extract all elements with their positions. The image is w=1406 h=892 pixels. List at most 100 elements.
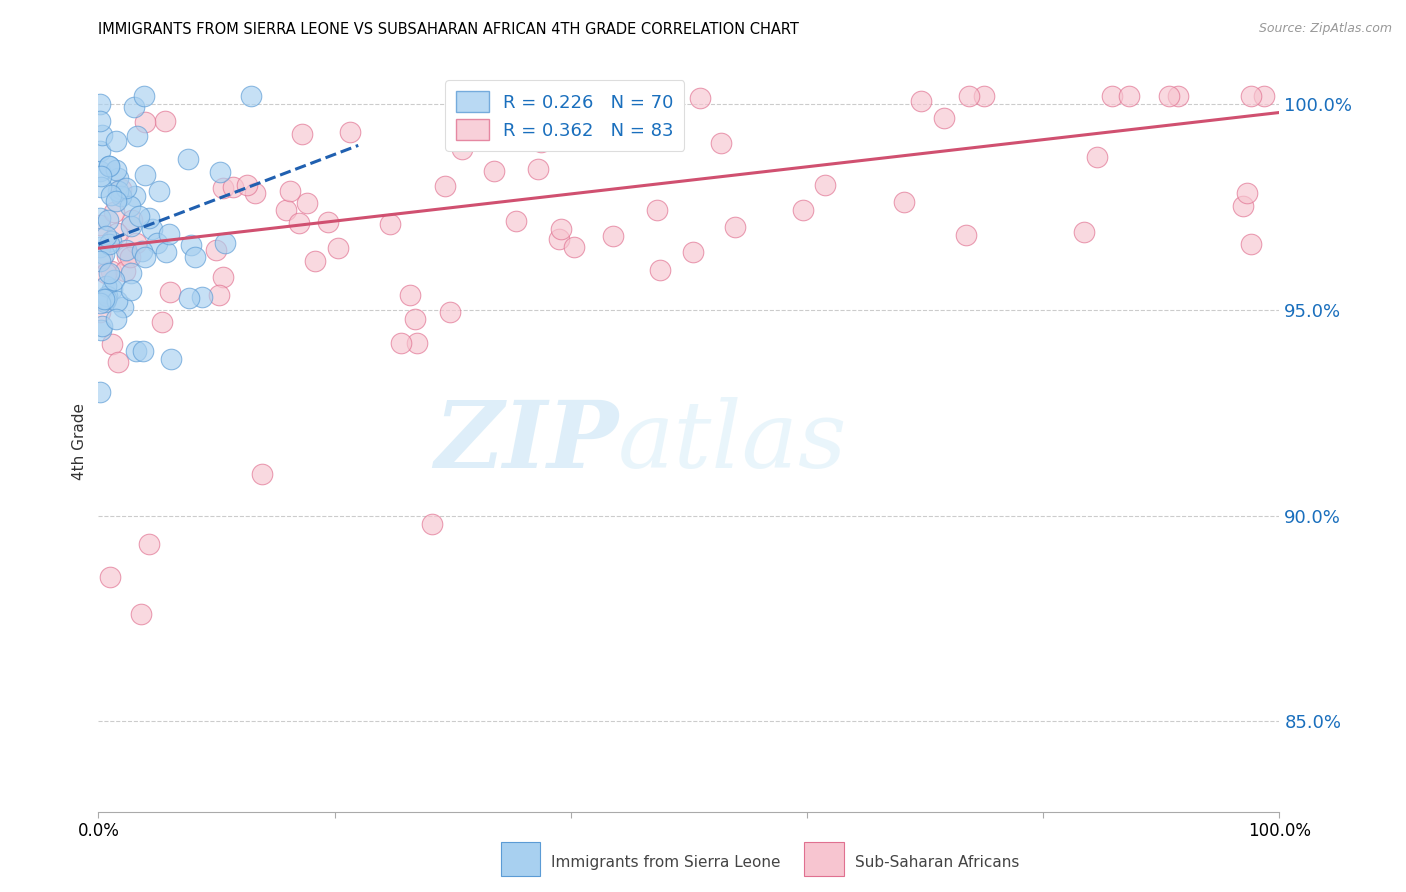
Point (125, 235, 148, 250)
Point (97, 213, 120, 227)
Point (89, 305, 111, 319)
Point (90, 128, 112, 142)
Text: atlas: atlas (619, 397, 848, 486)
Point (134, 115, 156, 129)
Point (114, 264, 136, 278)
Point (191, 290, 214, 304)
Point (214, 236, 236, 251)
Point (122, 100, 145, 114)
Point (131, 344, 153, 359)
Point (120, 250, 142, 264)
Text: ZIP: ZIP (434, 397, 619, 486)
Point (404, 312, 426, 326)
Point (243, 186, 266, 201)
Point (295, 195, 318, 210)
Point (153, 113, 176, 128)
Point (1236, 186, 1258, 200)
Point (450, 142, 472, 156)
Point (111, 301, 134, 315)
Point (792, 202, 814, 217)
Point (208, 165, 231, 179)
Point (208, 288, 231, 302)
Point (104, 194, 127, 209)
Point (689, 91, 711, 105)
Point (682, 245, 704, 260)
Point (134, 89, 156, 103)
Point (433, 179, 456, 194)
Point (103, 204, 125, 219)
Point (107, 171, 129, 186)
Point (910, 94, 932, 108)
Point (955, 227, 977, 242)
Point (98, 159, 121, 173)
Point (120, 219, 142, 233)
Point (505, 214, 527, 228)
Point (291, 128, 314, 142)
Point (205, 243, 228, 257)
Point (550, 222, 572, 236)
Point (222, 179, 245, 194)
Point (250, 467, 273, 482)
Point (212, 180, 235, 194)
Point (527, 162, 550, 177)
Point (326, 241, 349, 255)
Point (177, 153, 200, 167)
Point (89, 97, 111, 112)
Point (89, 219, 111, 233)
Point (236, 178, 259, 192)
Text: Sub-Saharan Africans: Sub-Saharan Africans (855, 855, 1019, 870)
Text: IMMIGRANTS FROM SIERRA LEONE VS SUBSAHARAN AFRICAN 4TH GRADE CORRELATION CHART: IMMIGRANTS FROM SIERRA LEONE VS SUBSAHAR… (98, 22, 799, 37)
Point (89, 385, 111, 400)
Point (159, 285, 181, 300)
Point (287, 216, 309, 230)
Legend: R = 0.226   N = 70, R = 0.362   N = 83: R = 0.226 N = 70, R = 0.362 N = 83 (446, 80, 685, 151)
Point (530, 103, 553, 118)
Point (1101, 89, 1123, 103)
Point (98, 570, 121, 584)
Point (152, 315, 174, 329)
Point (280, 184, 302, 198)
Point (93, 292, 115, 306)
Point (239, 89, 262, 103)
Point (101, 282, 124, 296)
Point (110, 188, 132, 202)
Text: Immigrants from Sierra Leone: Immigrants from Sierra Leone (551, 855, 780, 870)
Point (276, 203, 298, 218)
Point (128, 209, 150, 223)
Point (530, 135, 553, 149)
Point (316, 215, 339, 229)
Point (184, 250, 207, 264)
Point (103, 273, 125, 287)
Point (93, 247, 115, 261)
Point (645, 202, 668, 217)
Point (973, 89, 995, 103)
Point (1253, 89, 1275, 103)
Point (121, 212, 143, 227)
Point (114, 181, 136, 195)
Point (100, 263, 122, 277)
Point (89, 254, 111, 268)
Point (101, 337, 124, 351)
Point (145, 236, 167, 251)
Point (90, 318, 112, 333)
Point (89, 114, 111, 128)
Point (89, 295, 111, 310)
Point (138, 537, 160, 551)
Point (129, 607, 152, 622)
Point (389, 335, 412, 350)
Point (650, 263, 672, 277)
Point (105, 134, 128, 148)
Point (212, 269, 235, 284)
Point (1073, 225, 1095, 239)
Point (90, 169, 112, 183)
Text: Source: ZipAtlas.com: Source: ZipAtlas.com (1258, 22, 1392, 36)
Point (98, 237, 121, 252)
Point (94, 294, 117, 309)
Point (893, 195, 915, 210)
Point (602, 228, 624, 243)
Point (120, 199, 142, 213)
Point (159, 352, 181, 367)
Point (94, 278, 117, 293)
Point (339, 125, 361, 139)
Point (1167, 89, 1189, 103)
